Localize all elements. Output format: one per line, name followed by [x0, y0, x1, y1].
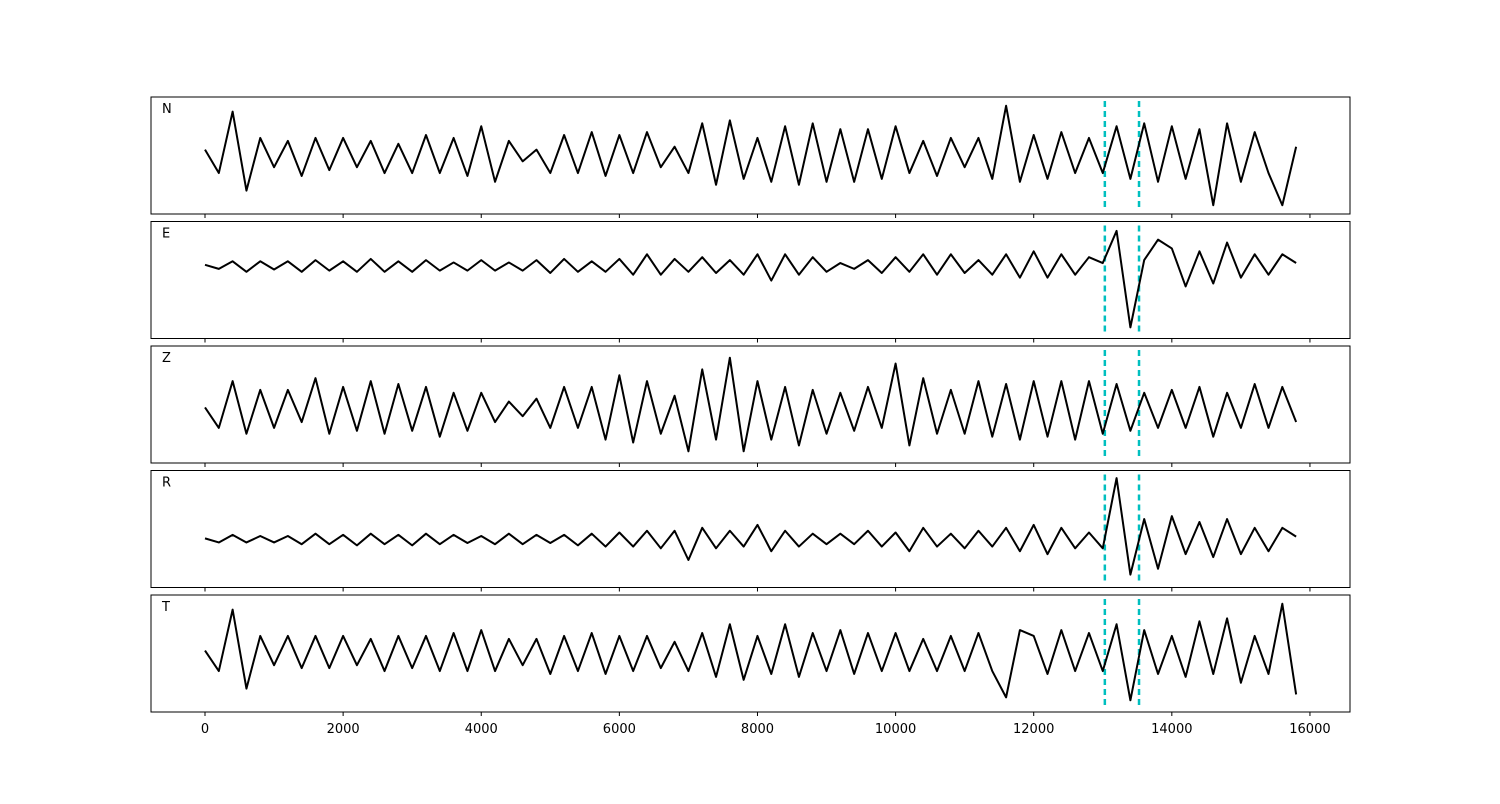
x-tick-label: 12000 [1013, 722, 1054, 737]
panel-label: Z [162, 351, 171, 366]
axes-frame [150, 470, 1351, 588]
axes-frame [150, 345, 1351, 464]
x-tick-label: 14000 [1151, 722, 1192, 737]
trace [204, 229, 1297, 329]
axes-frame [150, 96, 1351, 215]
x-tick-label: 10000 [875, 722, 916, 737]
trace [204, 104, 1298, 207]
panel-label: N [162, 102, 172, 117]
panel-label: R [162, 476, 171, 491]
x-tick-label: 16000 [1289, 722, 1330, 737]
x-tick-label: 8000 [741, 722, 774, 737]
x-tick-label: 4000 [465, 722, 498, 737]
trace [204, 602, 1298, 702]
axes-frame [150, 221, 1351, 339]
x-tick-label: 6000 [603, 722, 636, 737]
panel-label: E [162, 227, 170, 242]
x-tick-label: 2000 [327, 722, 360, 737]
panel-label: T [161, 600, 170, 615]
trace [204, 356, 1298, 453]
x-tick-label: 0 [201, 722, 209, 737]
axes-frame [150, 594, 1351, 713]
trace [204, 477, 1297, 576]
